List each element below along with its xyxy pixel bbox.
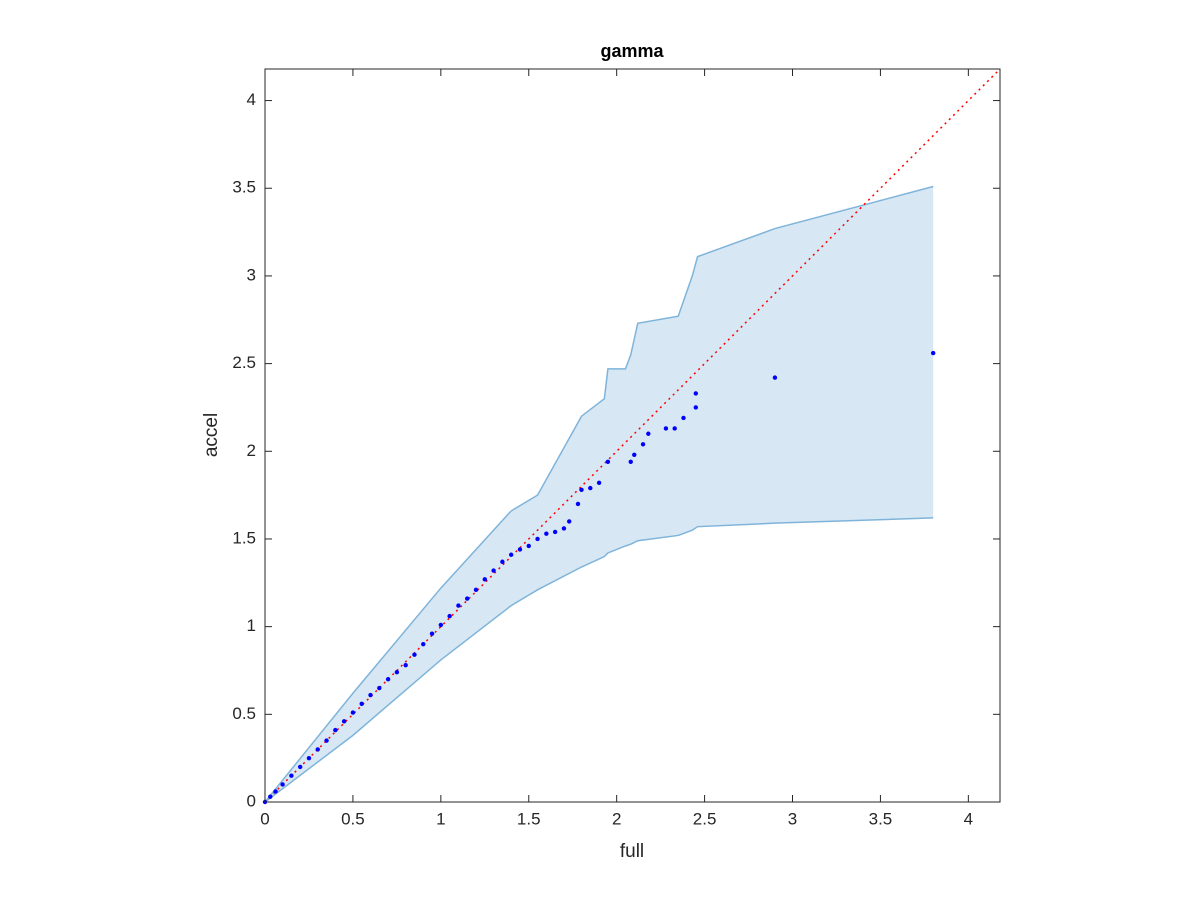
point (693, 405, 699, 410)
point (632, 452, 637, 457)
y-tick-label: 1 (247, 616, 256, 635)
x-tick-label: 4 (964, 809, 973, 828)
point (579, 487, 584, 493)
x-tick-label: 1 (436, 809, 445, 828)
point (566, 519, 572, 524)
point (368, 692, 373, 698)
chart-title: gamma (600, 41, 664, 61)
point (930, 350, 936, 356)
point (324, 738, 329, 743)
point (350, 710, 356, 715)
band-edge (264, 185, 934, 803)
point (429, 631, 435, 636)
point (377, 685, 382, 691)
point (315, 747, 320, 752)
y-tick-label: 2.5 (232, 353, 256, 372)
x-tick-label: 3.5 (869, 809, 893, 828)
y-tick-label: 3.5 (232, 178, 256, 197)
point (482, 577, 487, 582)
point (359, 701, 364, 706)
point (693, 391, 699, 396)
point (561, 526, 567, 531)
point (447, 613, 452, 619)
point (646, 431, 651, 436)
point (412, 652, 417, 657)
point (526, 543, 531, 549)
y-tick-label: 4 (247, 90, 256, 109)
x-tick-label: 0.5 (341, 809, 365, 828)
point (394, 670, 400, 675)
point (289, 773, 294, 778)
point (681, 415, 686, 421)
y-tick-label: 0.5 (232, 704, 256, 723)
band-edge (264, 517, 934, 803)
axes-box (264, 68, 1001, 803)
point (640, 442, 646, 447)
point (672, 426, 677, 431)
reference-line (264, 68, 1001, 803)
point (535, 536, 540, 542)
point (772, 375, 778, 380)
y-tick-label: 0 (247, 791, 256, 810)
point (517, 547, 523, 552)
point (268, 794, 273, 799)
point (273, 789, 278, 794)
point (596, 480, 602, 486)
point (280, 782, 285, 787)
x-tick-label: 0 (260, 809, 269, 828)
x-tick-label: 2.5 (693, 809, 717, 828)
point (544, 531, 549, 536)
point (465, 596, 470, 601)
point (500, 559, 505, 564)
confidence-band (265, 186, 934, 803)
point (473, 587, 479, 593)
point (628, 459, 633, 465)
y-axis-label: accel (201, 413, 222, 457)
point (297, 764, 303, 770)
point (491, 568, 496, 573)
point (421, 641, 426, 647)
point (456, 603, 461, 608)
point (575, 501, 581, 507)
point (605, 459, 611, 465)
x-tick-label: 1.5 (517, 809, 541, 828)
point (663, 426, 669, 431)
x-axis-label: full (620, 841, 644, 862)
y-tick-label: 2 (247, 441, 256, 460)
point (341, 719, 347, 724)
point (438, 622, 444, 628)
point (333, 727, 338, 733)
y-tick-label: 1.5 (232, 528, 256, 547)
point (552, 529, 558, 535)
x-tick-label: 3 (788, 809, 797, 828)
point (306, 755, 312, 761)
point (588, 485, 593, 491)
point (385, 677, 391, 682)
y-tick-label: 3 (247, 265, 256, 284)
point (508, 552, 514, 557)
point (403, 663, 408, 668)
x-tick-label: 2 (612, 809, 621, 828)
